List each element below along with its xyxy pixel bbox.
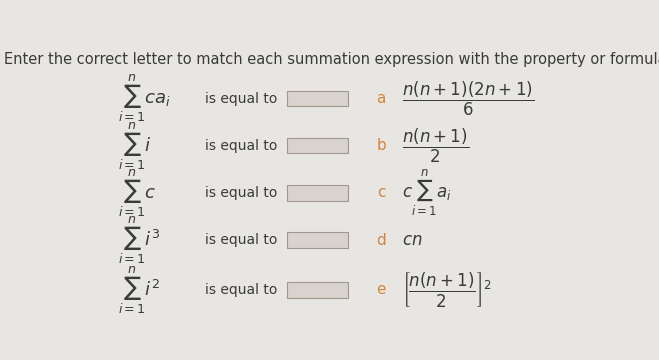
Text: is equal to: is equal to: [205, 186, 277, 200]
FancyBboxPatch shape: [287, 282, 348, 297]
Text: $\left[\dfrac{n(n+1)}{2}\right]^2$: $\left[\dfrac{n(n+1)}{2}\right]^2$: [401, 270, 491, 309]
Text: is equal to: is equal to: [205, 283, 277, 297]
FancyBboxPatch shape: [287, 138, 348, 153]
Text: $\sum_{i=1}^{n} i^2$: $\sum_{i=1}^{n} i^2$: [118, 264, 160, 316]
FancyBboxPatch shape: [287, 91, 348, 106]
Text: $\dfrac{n(n+1)}{2}$: $\dfrac{n(n+1)}{2}$: [401, 127, 469, 165]
Text: is equal to: is equal to: [205, 233, 277, 247]
Text: is equal to: is equal to: [205, 92, 277, 105]
Text: is equal to: is equal to: [205, 139, 277, 153]
Text: $cn$: $cn$: [401, 231, 422, 249]
Text: b: b: [376, 138, 386, 153]
Text: $\sum_{i=1}^{n} c$: $\sum_{i=1}^{n} c$: [118, 167, 157, 219]
Text: Enter the correct letter to match each summation expression with the property or: Enter the correct letter to match each s…: [4, 51, 659, 67]
Text: e: e: [376, 282, 386, 297]
Text: $\dfrac{n(n+1)(2n+1)}{6}$: $\dfrac{n(n+1)(2n+1)}{6}$: [401, 80, 534, 118]
FancyBboxPatch shape: [287, 185, 348, 201]
Text: c: c: [377, 185, 386, 201]
Text: $\sum_{i=1}^{n} ca_i$: $\sum_{i=1}^{n} ca_i$: [118, 73, 171, 125]
Text: $\sum_{i=1}^{n} i^3$: $\sum_{i=1}^{n} i^3$: [118, 214, 160, 266]
Text: d: d: [376, 233, 386, 248]
Text: $\sum_{i=1}^{n} i$: $\sum_{i=1}^{n} i$: [118, 120, 152, 172]
Text: a: a: [376, 91, 386, 106]
FancyBboxPatch shape: [287, 233, 348, 248]
Text: $c\sum_{i=1}^{n} a_i$: $c\sum_{i=1}^{n} a_i$: [401, 168, 451, 218]
